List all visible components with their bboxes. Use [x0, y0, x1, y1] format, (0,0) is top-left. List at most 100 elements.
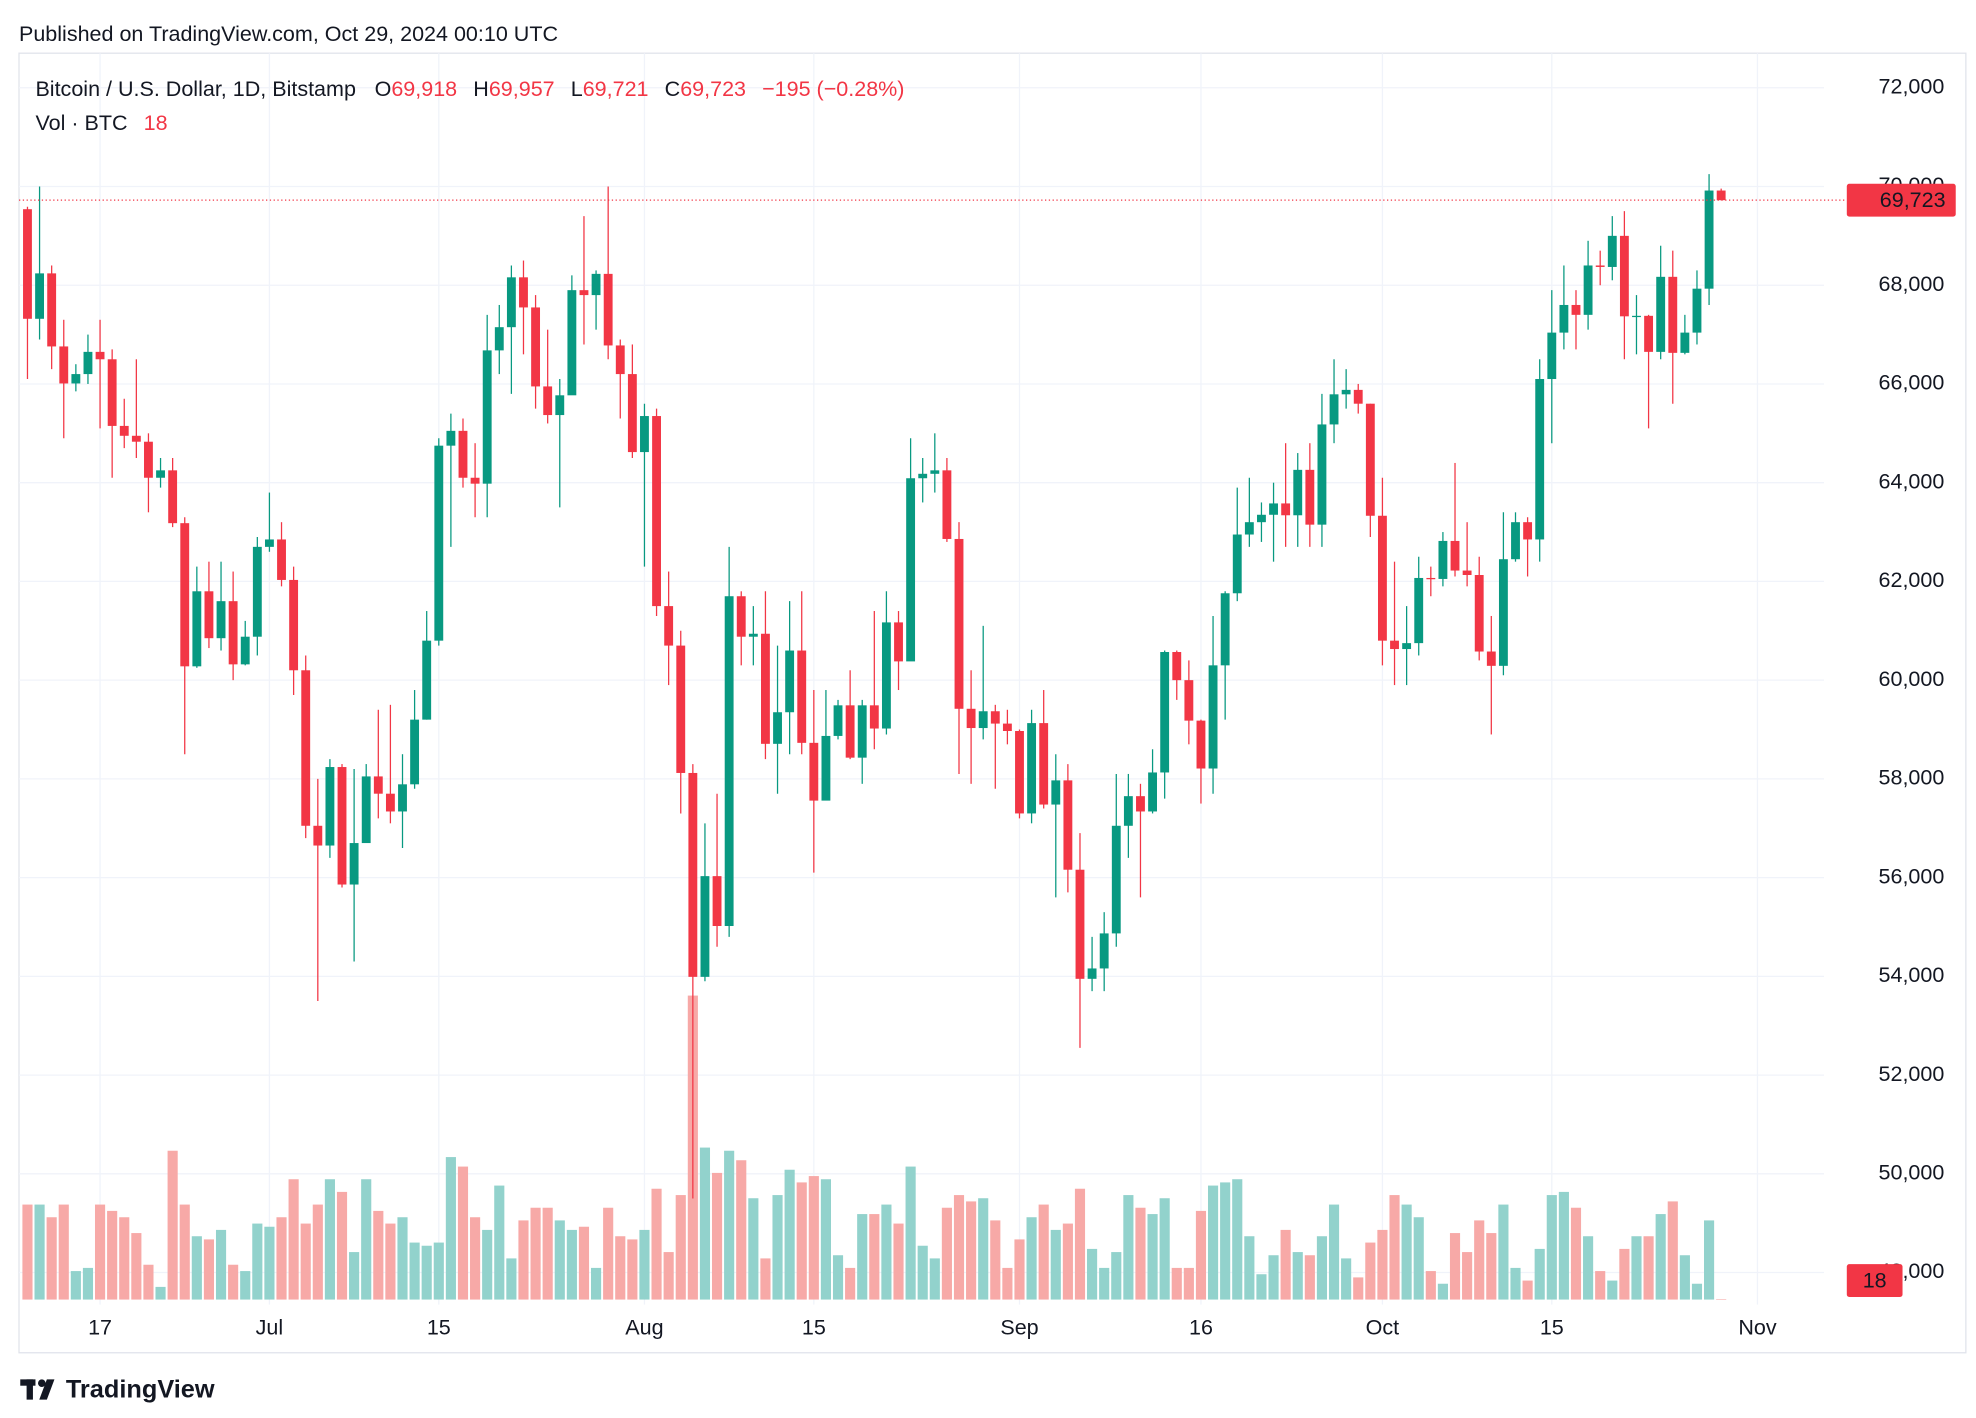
volume-bar [276, 1217, 287, 1300]
price-label: 69,723 [1880, 188, 1946, 212]
legend-close-label: C [665, 77, 681, 101]
volume-bar [772, 1195, 783, 1300]
volume-bar [566, 1229, 577, 1300]
volume-bar [1183, 1267, 1194, 1300]
candle-body [1607, 235, 1617, 267]
volume-bar [1087, 1248, 1098, 1300]
candle-body [1329, 394, 1339, 425]
volume-bar [312, 1204, 323, 1300]
candle-body [1257, 514, 1266, 523]
volume-bar [1002, 1267, 1013, 1300]
published-line: Published on TradingView.com, Oct 29, 20… [19, 22, 558, 46]
candle-body [773, 712, 782, 744]
volume-bar [760, 1258, 771, 1300]
candle-body [1559, 304, 1569, 333]
candle-body [422, 640, 432, 720]
x-tick-label: Jul [256, 1315, 284, 1339]
volume-bar [34, 1204, 45, 1300]
y-tick-label: 54,000 [1879, 963, 1945, 987]
volume-bar [663, 1252, 674, 1300]
candle-body [603, 273, 613, 346]
volume-bar [1365, 1242, 1376, 1300]
candle-body [1547, 332, 1557, 380]
volume-bar [748, 1198, 759, 1300]
candle-body [954, 538, 964, 709]
volume-bar [445, 1157, 456, 1300]
candle-body [168, 470, 178, 524]
volume-bar [494, 1185, 505, 1300]
candle-body [1632, 315, 1641, 318]
volume-bar [264, 1226, 275, 1300]
candle-body [35, 273, 44, 319]
legend-open: 69,918 [391, 77, 457, 101]
volume-bar [336, 1191, 348, 1300]
volume-bar [1583, 1236, 1594, 1300]
candle-body [252, 546, 262, 637]
candle-body [83, 351, 93, 375]
candle-body [1644, 315, 1654, 352]
y-tick-label: 58,000 [1879, 766, 1945, 790]
volume-bar [1534, 1248, 1545, 1300]
candle-body [845, 705, 855, 758]
candle-body [785, 650, 795, 713]
candle-body [676, 645, 686, 773]
volume-bar [1050, 1229, 1061, 1300]
volume-bar [1570, 1207, 1582, 1300]
volume-bar [1268, 1255, 1279, 1300]
volume-bar [506, 1258, 517, 1300]
volume-bar [1292, 1252, 1303, 1300]
candle-body [1232, 534, 1242, 594]
candle-body [1039, 723, 1049, 805]
x-tick-label: 16 [1189, 1315, 1213, 1339]
candle-body [761, 633, 770, 744]
grid [19, 53, 1824, 1305]
volume-bar [1244, 1236, 1255, 1300]
brand-logo: TradingView [20, 1375, 215, 1403]
volume-bar [1498, 1204, 1509, 1300]
candle-body [1704, 190, 1714, 289]
candle-body [615, 345, 625, 375]
volume-bar [1014, 1239, 1025, 1300]
x-tick-label: Nov [1738, 1315, 1777, 1339]
legend-open-label: O [375, 77, 392, 101]
volume-bar [1716, 1298, 1727, 1300]
volume-bar [457, 1166, 469, 1300]
candle-body [1377, 515, 1387, 641]
volume-bar [1062, 1223, 1073, 1300]
candle-body [1656, 276, 1666, 352]
candle-body [1051, 780, 1061, 805]
volume-bar [711, 1172, 723, 1300]
volume-bar [1510, 1267, 1521, 1300]
volume-bar [591, 1267, 602, 1300]
candle-body [664, 606, 674, 646]
candle-body [881, 622, 891, 729]
volume-bar [990, 1220, 1001, 1300]
candle-body [337, 767, 347, 885]
volume-bar [1111, 1252, 1122, 1300]
volume-bar [796, 1182, 807, 1300]
legend-low-label: L [571, 77, 583, 101]
volume-bar [409, 1242, 420, 1300]
logo-shape [39, 1379, 55, 1400]
volume-bar [46, 1217, 57, 1300]
candle-body [809, 742, 819, 801]
volume-bar [736, 1160, 747, 1300]
volume-bar [143, 1264, 154, 1300]
volume-bar [857, 1214, 868, 1300]
volume-bar [530, 1207, 541, 1300]
volume-bar [107, 1210, 118, 1300]
candle-body [1196, 720, 1206, 769]
candle-body [23, 209, 32, 319]
candle-body [519, 277, 528, 308]
candle-body [966, 708, 976, 729]
candle-body [1136, 796, 1145, 812]
volume-bar [1232, 1179, 1243, 1300]
volume-bar [421, 1245, 432, 1300]
volume-bar [1474, 1220, 1485, 1300]
volume-bar [70, 1271, 81, 1300]
volume-bar [215, 1229, 227, 1300]
candle-body [277, 539, 286, 580]
brand: TradingView [66, 1375, 215, 1403]
candle-body [301, 670, 311, 826]
